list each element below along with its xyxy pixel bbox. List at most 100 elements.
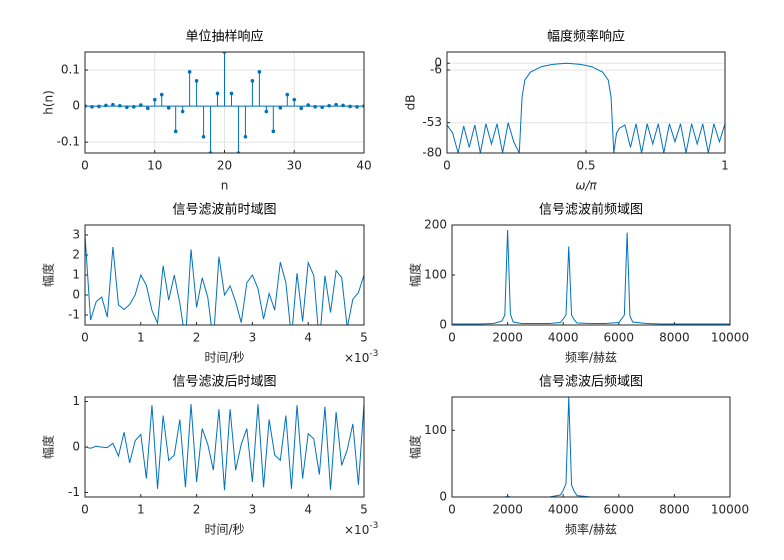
y-axis-label: 幅度 <box>41 263 56 287</box>
stem-marker <box>118 103 122 108</box>
stem-marker <box>250 79 255 83</box>
data-line <box>452 229 730 325</box>
x-tick-label: 1 <box>137 503 145 517</box>
stem-marker <box>125 105 129 109</box>
y-tick-label: 100 <box>424 268 447 282</box>
x-tick-label: 4 <box>304 331 312 345</box>
y-axis-label: h(n) <box>42 90 56 115</box>
stem-marker <box>285 92 290 97</box>
stem-marker <box>90 105 94 109</box>
axes-box <box>84 224 365 326</box>
x-tick-label: 0.5 <box>576 159 595 173</box>
stem-marker <box>313 105 317 109</box>
x-tick-label: 10000 <box>711 331 749 345</box>
stem-marker <box>173 129 178 134</box>
stem-marker <box>111 102 115 107</box>
y-tick-label: -0.1 <box>57 135 80 149</box>
x-tick-label: 1 <box>721 159 729 173</box>
x-tick-label: 0 <box>443 159 451 173</box>
plot-area <box>85 52 364 153</box>
data-line <box>85 403 364 491</box>
x-tick-label: 10 <box>147 159 162 173</box>
stem-marker <box>187 70 192 74</box>
plot-area <box>85 403 364 491</box>
stem-marker <box>180 109 185 114</box>
stem-marker <box>278 106 283 110</box>
stem-marker <box>334 102 338 107</box>
stem-marker <box>243 134 248 139</box>
stem-marker <box>215 91 220 96</box>
x-tick-label: 8000 <box>659 503 690 517</box>
x-axis-label: ω/π <box>575 179 597 193</box>
plot-area <box>452 229 730 325</box>
x-exponent: ×10-3 <box>344 349 378 365</box>
x-tick-label: 1 <box>137 331 145 345</box>
x-tick-label: 4000 <box>548 503 579 517</box>
y-tick-label: 0 <box>72 440 80 454</box>
stem-marker <box>104 103 108 108</box>
x-exponent-power: -3 <box>369 349 378 359</box>
y-tick-label: 1 <box>72 268 80 282</box>
y-tick-label: 0 <box>72 99 80 113</box>
stem-marker <box>320 105 324 109</box>
x-tick-label: 6000 <box>604 503 635 517</box>
stem-marker <box>348 104 352 109</box>
axes-box <box>84 396 365 498</box>
x-tick-label: 10000 <box>711 503 749 517</box>
x-tick-label: 20 <box>217 159 232 173</box>
x-tick-label: 0 <box>81 503 89 517</box>
stem-marker <box>271 129 276 134</box>
x-axis-label: n <box>221 179 229 193</box>
axes-box <box>451 224 731 326</box>
x-tick-label: 0 <box>81 159 89 173</box>
stem-marker <box>229 91 234 96</box>
x-tick-label: 4 <box>304 503 312 517</box>
x-exponent-power: -3 <box>369 521 378 531</box>
y-axis-label: dB <box>404 95 418 111</box>
plot-area <box>85 234 364 325</box>
x-tick-label: 40 <box>356 159 371 173</box>
x-axis-label: 频率/赫兹 <box>565 522 617 537</box>
x-tick-label: 0 <box>448 331 456 345</box>
x-axis-label: 时间/秒 <box>204 523 244 537</box>
x-tick-label: 5 <box>360 503 368 517</box>
y-axis-label: 幅度 <box>41 435 56 459</box>
data-line <box>447 62 725 153</box>
x-tick-label: 5 <box>360 331 368 345</box>
axes-box <box>446 51 726 154</box>
x-exponent-base: ×10 <box>344 351 369 365</box>
stem-marker <box>139 103 143 107</box>
y-tick-label: -1 <box>68 485 80 499</box>
stem-marker <box>292 97 297 102</box>
stem-marker <box>299 106 304 111</box>
axes-box <box>451 396 731 498</box>
stem-marker <box>201 134 206 139</box>
chart-title: 信号滤波后时域图 <box>172 375 276 390</box>
chart-title: 信号滤波前频域图 <box>539 202 643 218</box>
x-axis-label: 频率/赫兹 <box>565 350 617 365</box>
x-tick-label: 3 <box>249 331 257 345</box>
y-tick-label: 200 <box>424 218 447 232</box>
y-tick-label: 0 <box>439 490 447 504</box>
stem-marker <box>355 105 359 109</box>
y-tick-label: 0 <box>72 288 80 302</box>
x-tick-label: 6000 <box>604 331 635 345</box>
x-tick-label: 30 <box>287 159 302 173</box>
stem-marker <box>341 103 345 108</box>
y-tick-label: 0 <box>434 56 442 70</box>
y-tick-label: 0 <box>439 318 447 332</box>
x-tick-label: 8000 <box>659 331 690 345</box>
y-tick-label: 1 <box>72 394 80 408</box>
y-tick-label: 2 <box>72 248 80 262</box>
y-tick-label: 100 <box>424 423 447 437</box>
x-exponent: ×10-3 <box>344 521 378 537</box>
x-exponent-base: ×10 <box>344 523 369 537</box>
stem-marker <box>97 104 101 109</box>
plot-area <box>447 62 725 153</box>
stem-marker <box>257 70 262 74</box>
chart-title: 信号滤波前时域图 <box>172 202 276 218</box>
y-tick-label: -80 <box>422 146 442 160</box>
x-tick-label: 2 <box>193 503 201 517</box>
y-tick-label: -53 <box>422 115 442 129</box>
